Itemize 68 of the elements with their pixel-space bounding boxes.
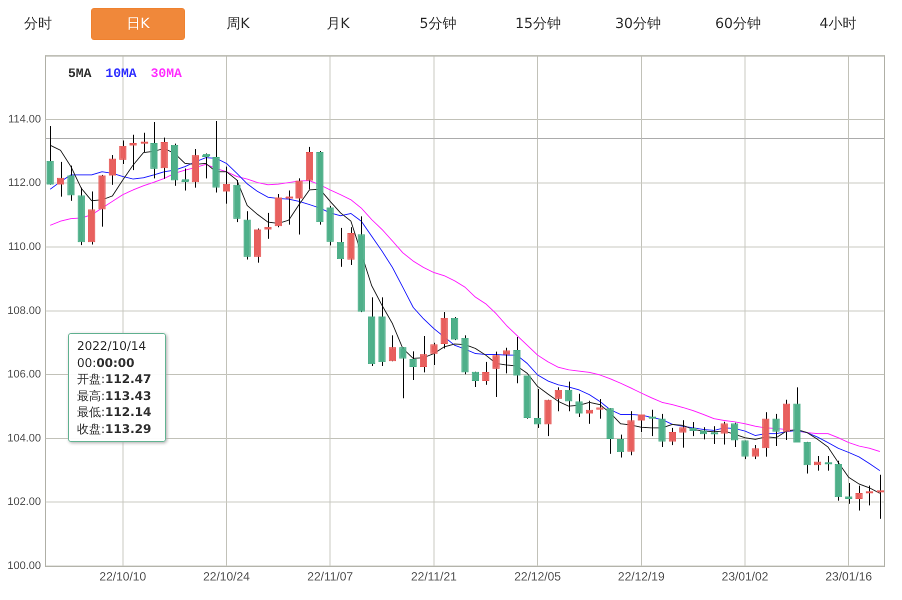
candlestick: [46, 126, 54, 186]
candlestick: [222, 166, 230, 204]
candlestick: [56, 161, 64, 198]
candlestick: [119, 140, 126, 165]
x-tick-label: 22/10/10: [99, 570, 146, 584]
candlestick: [513, 336, 520, 384]
candlestick: [679, 420, 686, 448]
candlestick: [658, 413, 666, 448]
candlestick: [586, 400, 594, 424]
candlestick: [534, 388, 542, 428]
candlestick: [388, 334, 396, 362]
x-tick-label: 23/01/02: [722, 570, 769, 584]
candlestick: [575, 393, 583, 418]
candlestick: [108, 154, 116, 186]
candlestick: [845, 482, 852, 504]
text: 日K: [91, 8, 185, 40]
text: 2022/10/14 00:00:00 开盘:112.47 最高:113.43 最低:112.14 收盘:113.29: [77, 339, 152, 436]
candlestick: [420, 336, 428, 373]
y-tick-label: 106.00: [7, 368, 41, 381]
candlestick: [731, 422, 738, 448]
text: 周K: [225, 15, 251, 34]
candlestick: [482, 361, 490, 386]
x-tick-label: 22/12/19: [618, 570, 665, 584]
y-tick-label: 110.00: [8, 241, 41, 254]
candlestick: [150, 121, 158, 179]
y-tick-label: 100.00: [7, 560, 41, 572]
candlestick: [638, 414, 645, 433]
text: 5MA: [68, 66, 92, 81]
text: 4小时: [818, 15, 858, 34]
candlestick: [336, 227, 344, 268]
candlestick: [451, 316, 458, 341]
text: 5分钟: [418, 15, 458, 34]
candlestick: [804, 441, 811, 474]
candlestick: [492, 351, 500, 398]
candlestick: [430, 342, 438, 366]
y-tick-label: 114.00: [8, 113, 41, 126]
text: 30MA: [150, 66, 182, 81]
text: 月K: [325, 15, 351, 34]
x-tick-label: 22/11/21: [410, 570, 458, 584]
text: 15分钟: [514, 15, 562, 34]
candlestick: [855, 485, 863, 511]
candlestick: [700, 426, 708, 440]
candlestick: [130, 134, 137, 171]
candlestick: [67, 165, 75, 202]
candlestick: [752, 444, 759, 460]
y-tick-label: 108.00: [7, 304, 41, 317]
text: 分时: [23, 15, 53, 34]
candlestick: [544, 399, 552, 437]
candlestick: [399, 346, 406, 399]
candlestick: [295, 178, 303, 236]
candlestick: [772, 413, 780, 447]
x-tick-label: 22/12/05: [514, 570, 562, 584]
x-tick-label: 22/10/24: [203, 570, 250, 584]
candlestick: [720, 421, 728, 445]
y-tick-label: 112.00: [8, 177, 41, 190]
y-tick-label: 102.00: [7, 496, 41, 508]
x-tick-label: 23/01/16: [825, 570, 872, 584]
text: 60分钟: [714, 15, 762, 34]
candlestick: [410, 350, 417, 381]
text: 10MA: [105, 66, 137, 81]
candlestick: [616, 434, 624, 458]
candlestick: [741, 440, 749, 460]
candlestick: [554, 386, 562, 412]
candlestick: [565, 381, 572, 412]
text: 30分钟: [614, 15, 662, 34]
x-tick-label: 22/11/07: [307, 570, 354, 584]
y-tick-label: 104.00: [7, 432, 41, 444]
candlestick: [814, 455, 822, 472]
